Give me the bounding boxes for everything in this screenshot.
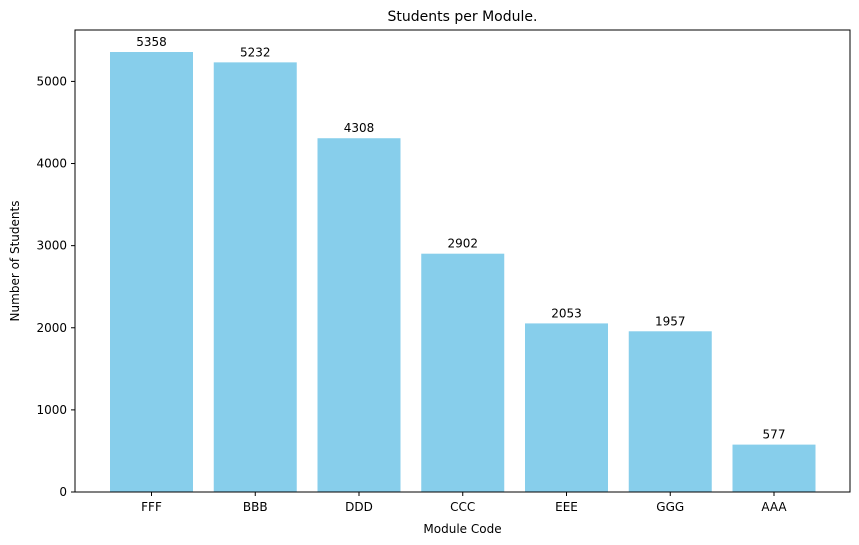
y-tick-label-1000: 1000	[36, 403, 67, 417]
y-tick-label-2000: 2000	[36, 321, 67, 335]
data-label-ccc: 2902	[447, 237, 478, 251]
x-tick-label-bbb: BBB	[243, 500, 268, 514]
bar-ddd	[317, 138, 401, 493]
data-label-eee: 2053	[551, 306, 582, 320]
x-tick-label-aaa: AAA	[761, 500, 787, 514]
data-label-ggg: 1957	[655, 314, 686, 328]
bar-fff	[110, 52, 193, 493]
x-tick-label-eee: EEE	[555, 500, 578, 514]
x-tick-label-ccc: CCC	[450, 500, 475, 514]
x-axis-label: Module Code	[423, 522, 501, 536]
y-axis-label: Number of Students	[8, 201, 22, 322]
y-tick-label-3000: 3000	[36, 239, 67, 253]
bar-bbb	[213, 62, 297, 492]
y-tick-label-0: 0	[59, 485, 67, 499]
data-label-fff: 5358	[136, 35, 167, 49]
x-tick-label-fff: FFF	[141, 500, 162, 514]
plot-area: 5358 5232 4308 2902 2053 1957 577	[110, 35, 816, 493]
bar-ccc	[421, 253, 505, 492]
x-tick-label-ggg: GGG	[656, 500, 684, 514]
x-axis: FFF BBB DDD CCC EEE GGG AAA	[141, 492, 787, 514]
data-label-bbb: 5232	[240, 45, 271, 59]
data-label-ddd: 4308	[344, 121, 375, 135]
x-tick-label-ddd: DDD	[345, 500, 373, 514]
chart-title: Students per Module.	[388, 9, 538, 25]
y-tick-label-5000: 5000	[36, 74, 67, 88]
y-tick-label-4000: 4000	[36, 157, 67, 171]
data-label-aaa: 577	[763, 428, 786, 442]
bar-eee	[525, 323, 608, 492]
bar-ggg	[628, 331, 712, 492]
y-axis: 0 1000 2000 3000 4000 5000	[36, 74, 75, 499]
bar-aaa	[732, 444, 816, 492]
